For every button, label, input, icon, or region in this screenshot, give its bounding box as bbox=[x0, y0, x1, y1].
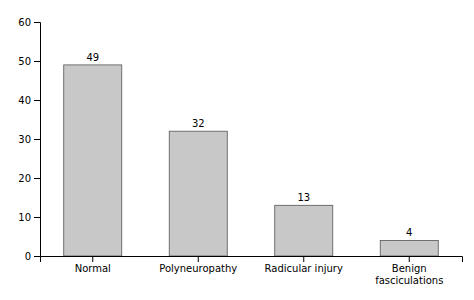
tick-label: 60 bbox=[18, 17, 31, 28]
tick: Polyneuropathy bbox=[159, 256, 237, 274]
tick-mark bbox=[92, 256, 93, 262]
tick-label: 0 bbox=[25, 251, 31, 262]
tick: Benignfasciculations bbox=[375, 256, 443, 286]
tick-label: 40 bbox=[18, 95, 31, 106]
tick-label: Radicular injury bbox=[265, 263, 343, 274]
tick-mark bbox=[409, 256, 410, 262]
tick-label-line: Radicular injury bbox=[265, 263, 343, 274]
tick-label: 20 bbox=[18, 173, 31, 184]
tick-mark bbox=[303, 256, 304, 262]
tick-label-line: fasciculations bbox=[375, 275, 443, 286]
axis-line bbox=[41, 257, 463, 263]
tick-mark bbox=[34, 61, 40, 62]
tick: 30 bbox=[18, 134, 40, 145]
plot: 0 10 20 30 40 50 60 Normal Polyneuropathy Radicul… bbox=[18, 17, 462, 286]
tick: 0 bbox=[25, 251, 40, 262]
tick-label: Normal bbox=[75, 263, 111, 274]
tick-mark bbox=[34, 22, 40, 23]
tick: 20 bbox=[18, 173, 40, 184]
bars bbox=[64, 65, 439, 256]
tick-label: Polyneuropathy bbox=[159, 263, 237, 274]
tick-label: 10 bbox=[18, 212, 31, 223]
data-labels: 49 32 13 4 bbox=[86, 52, 412, 239]
tick-mark bbox=[34, 100, 40, 101]
bar bbox=[64, 65, 122, 256]
tick: Normal bbox=[75, 256, 111, 274]
tick-label: Benignfasciculations bbox=[375, 263, 443, 286]
tick: 50 bbox=[18, 56, 40, 67]
axis-line bbox=[34, 23, 41, 257]
tick: 60 bbox=[18, 17, 40, 28]
tick-mark bbox=[34, 139, 40, 140]
tick: 40 bbox=[18, 95, 40, 106]
chart: 0 10 20 30 40 50 60 Normal Polyneuropathy Radicul… bbox=[0, 0, 474, 300]
x-axis: Normal Polyneuropathy Radicular injury Beni… bbox=[41, 256, 463, 286]
tick-mark bbox=[198, 256, 199, 262]
tick: Radicular injury bbox=[265, 256, 343, 274]
bar bbox=[380, 240, 438, 256]
tick-mark bbox=[34, 178, 40, 179]
tick-label-line: Normal bbox=[75, 263, 111, 274]
data-label: 4 bbox=[406, 227, 412, 238]
tick-mark bbox=[34, 217, 40, 218]
tick: 10 bbox=[18, 212, 40, 223]
tick-label-line: Benign bbox=[392, 263, 427, 274]
tick-label: 50 bbox=[18, 56, 31, 67]
data-label: 49 bbox=[86, 52, 99, 63]
tick-label: 30 bbox=[18, 134, 31, 145]
data-label: 13 bbox=[297, 192, 310, 203]
y-axis: 0 10 20 30 40 50 60 bbox=[18, 17, 40, 262]
tick-mark bbox=[34, 256, 40, 257]
data-label: 32 bbox=[192, 118, 205, 129]
tick-label-line: Polyneuropathy bbox=[159, 263, 237, 274]
bar bbox=[275, 205, 333, 256]
bar bbox=[169, 131, 227, 256]
